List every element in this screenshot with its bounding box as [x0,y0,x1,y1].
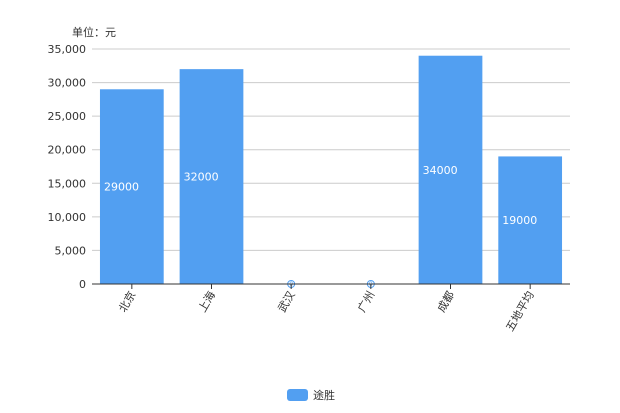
bars [99,55,563,288]
bar-value-label: 34000 [423,164,458,177]
legend[interactable]: 途胜 [287,388,335,402]
bar[interactable] [179,69,244,285]
legend-swatch[interactable] [287,389,308,401]
unit-label: 单位：元 [72,25,116,39]
grid-lines [92,48,570,251]
x-tick-label: 上海 [195,289,218,315]
bar-value-label: 19000 [502,214,537,227]
bar[interactable] [99,89,164,285]
x-tick-label: 成都 [435,289,457,315]
x-tick-label: 武汉 [276,289,298,315]
y-tick-label: 20,000 [48,144,87,157]
bar-value-label: 32000 [184,171,219,184]
y-tick-label: 30,000 [48,77,87,90]
legend-label[interactable]: 途胜 [313,388,335,402]
y-tick-label: 0 [79,278,86,291]
bar[interactable] [418,55,483,284]
x-tick-label: 北京 [115,289,138,315]
y-tick-label: 25,000 [48,110,87,123]
x-tick-label: 五地平均 [504,289,537,334]
bar-value-label: 29000 [104,181,139,194]
y-tick-label: 5,000 [55,244,87,257]
x-tick-label: 广州 [355,289,377,315]
y-tick-label: 35,000 [48,43,87,56]
y-axis-ticks: 0 5,000 10,000 15,000 20,000 25,000 30,000 35,0… [48,43,87,291]
x-axis-ticks: 北京 上海 武汉 广州 成都 五地平均 [115,284,537,334]
bar[interactable] [498,156,563,284]
y-tick-label: 10,000 [48,211,87,224]
y-tick-label: 15,000 [48,177,87,190]
